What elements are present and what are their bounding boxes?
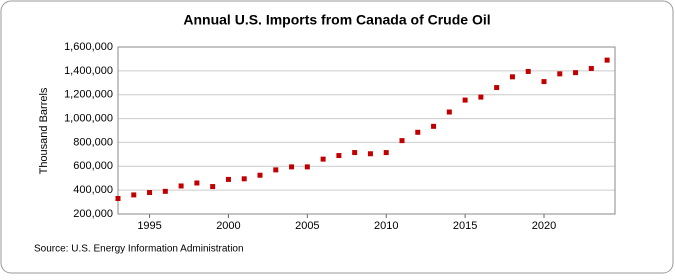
point xyxy=(336,153,342,159)
point xyxy=(289,164,295,170)
point xyxy=(415,129,421,135)
y-tick-label: 400,000 xyxy=(73,184,113,196)
point xyxy=(383,150,389,156)
point xyxy=(115,195,121,201)
point xyxy=(367,151,373,157)
point xyxy=(225,176,231,182)
point xyxy=(462,97,468,103)
y-axis-label: Thousand Barrels xyxy=(38,87,50,174)
y-tick-label: 600,000 xyxy=(73,160,113,172)
point xyxy=(320,156,326,162)
point xyxy=(194,180,200,186)
point xyxy=(557,71,563,77)
point xyxy=(304,164,310,170)
y-tick-label: 1,400,000 xyxy=(64,65,113,77)
frame xyxy=(0,0,674,274)
point xyxy=(525,68,531,74)
y-tick-label: 200,000 xyxy=(73,208,113,220)
point xyxy=(352,150,358,156)
source: Source: U.S. Energy Information Administ… xyxy=(34,244,244,255)
point xyxy=(431,123,437,129)
point xyxy=(162,188,168,194)
point xyxy=(210,184,216,190)
point xyxy=(541,79,547,85)
x-tick-label: 2000 xyxy=(216,220,240,232)
x-tick-label: 1995 xyxy=(137,220,161,232)
point xyxy=(273,167,279,173)
point xyxy=(257,172,263,178)
y-tick-label: 1,600,000 xyxy=(64,41,113,53)
point xyxy=(478,94,484,100)
point xyxy=(494,85,500,91)
point xyxy=(241,176,247,182)
x-tick-label: 2020 xyxy=(532,220,556,232)
x-tick-label: 2005 xyxy=(295,220,319,232)
point xyxy=(399,138,405,144)
y-tick-label: 800,000 xyxy=(73,136,113,148)
point xyxy=(178,183,184,189)
plot-area xyxy=(117,46,616,215)
point xyxy=(147,190,153,196)
point xyxy=(588,65,594,71)
y-tick-label: 1,000,000 xyxy=(64,112,113,124)
point xyxy=(509,74,515,80)
point xyxy=(573,70,579,76)
point xyxy=(604,57,610,63)
point xyxy=(446,109,452,115)
chart-title: Annual U.S. Imports from Canada of Crude… xyxy=(183,12,490,28)
x-tick-label: 2010 xyxy=(374,220,398,232)
y-tick-label: 1,200,000 xyxy=(64,89,113,101)
point xyxy=(131,192,137,198)
x-tick-label: 2015 xyxy=(453,220,477,232)
